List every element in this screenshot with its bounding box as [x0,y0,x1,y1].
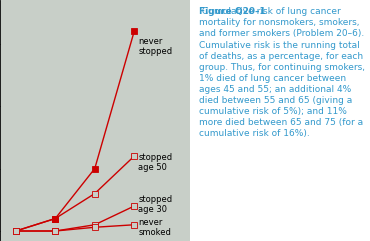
Text: stopped
age 50: stopped age 50 [138,153,172,172]
Text: stopped
age 30: stopped age 30 [138,195,172,214]
Text: never
smoked: never smoked [138,218,171,237]
Text: Cumulative risk of lung cancer mortality for nonsmokers, smokers, and former smo: Cumulative risk of lung cancer mortality… [199,7,364,138]
Text: Figure Q20–1: Figure Q20–1 [199,7,265,16]
Text: never
stopped: never stopped [138,36,172,56]
